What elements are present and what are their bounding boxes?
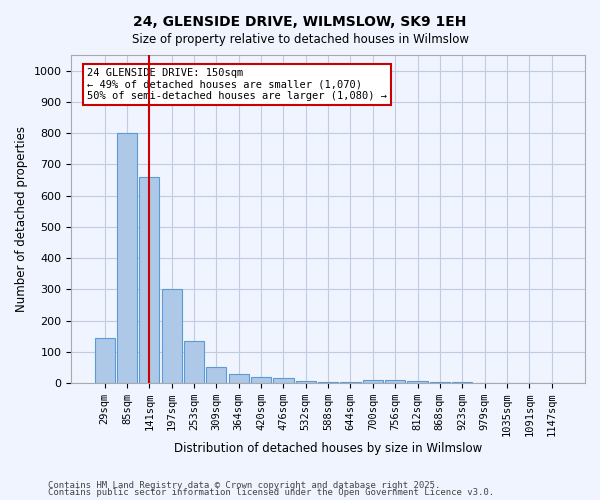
Bar [318,382,338,383]
Text: 24 GLENSIDE DRIVE: 150sqm
← 49% of detached houses are smaller (1,070)
50% of se: 24 GLENSIDE DRIVE: 150sqm ← 49% of detac… [86,68,386,102]
Bar [184,341,204,383]
Bar [274,378,293,383]
Text: Contains public sector information licensed under the Open Government Licence v3: Contains public sector information licen… [48,488,494,497]
X-axis label: Distribution of detached houses by size in Wilmslow: Distribution of detached houses by size … [174,442,482,455]
Bar [340,382,361,383]
Bar [161,290,182,383]
Bar [430,382,450,383]
Bar [206,366,226,383]
Bar [452,382,472,383]
Text: Contains HM Land Registry data © Crown copyright and database right 2025.: Contains HM Land Registry data © Crown c… [48,480,440,490]
Bar [363,380,383,383]
Bar [385,380,405,383]
Bar [407,382,428,383]
Bar [117,133,137,383]
Text: Size of property relative to detached houses in Wilmslow: Size of property relative to detached ho… [131,32,469,46]
Bar [95,338,115,383]
Text: 24, GLENSIDE DRIVE, WILMSLOW, SK9 1EH: 24, GLENSIDE DRIVE, WILMSLOW, SK9 1EH [133,15,467,29]
Y-axis label: Number of detached properties: Number of detached properties [15,126,28,312]
Bar [229,374,249,383]
Bar [296,382,316,383]
Bar [251,378,271,383]
Bar [139,177,160,383]
